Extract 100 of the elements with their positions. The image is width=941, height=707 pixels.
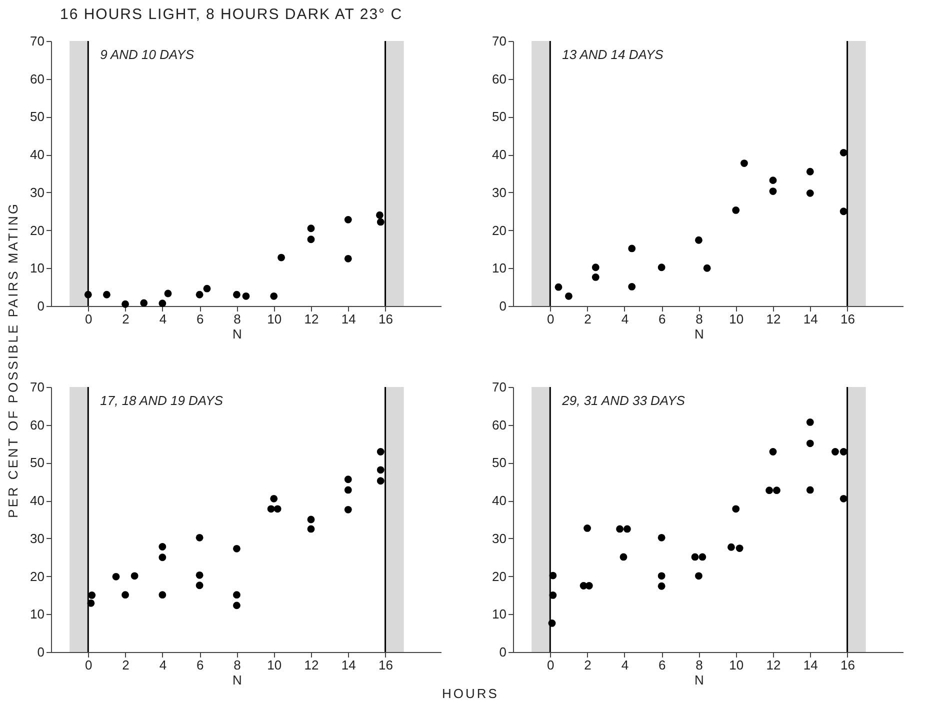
x-tick-label: 16 bbox=[840, 312, 856, 326]
point bbox=[376, 211, 384, 219]
point bbox=[691, 553, 699, 561]
point bbox=[233, 544, 240, 552]
x-tick-label: 14 bbox=[341, 312, 356, 326]
x-tick-label: 6 bbox=[658, 658, 666, 672]
point bbox=[658, 582, 666, 590]
point bbox=[376, 218, 384, 226]
point bbox=[695, 572, 702, 580]
point bbox=[112, 572, 120, 580]
text: HOURS bbox=[441, 686, 500, 701]
y-tick-label: 60 bbox=[30, 417, 44, 432]
x-tick-label: 2 bbox=[584, 658, 592, 672]
point bbox=[103, 290, 110, 298]
point bbox=[585, 582, 593, 590]
point bbox=[344, 506, 352, 514]
point bbox=[164, 290, 172, 298]
point bbox=[658, 264, 666, 272]
point bbox=[130, 572, 138, 580]
x-tick-label: 16 bbox=[378, 312, 394, 326]
point bbox=[196, 534, 204, 542]
point bbox=[840, 208, 848, 216]
point bbox=[565, 292, 572, 300]
point bbox=[233, 602, 240, 610]
point bbox=[549, 592, 557, 599]
x-tick-label: 6 bbox=[196, 312, 204, 326]
point bbox=[278, 254, 285, 262]
x-axis-title: N bbox=[694, 672, 704, 688]
point bbox=[376, 466, 384, 474]
point bbox=[658, 572, 666, 580]
y-tick-label: 40 bbox=[30, 147, 44, 162]
x-tick-label: 16 bbox=[378, 658, 394, 672]
point bbox=[307, 224, 315, 232]
y-tick-label: 50 bbox=[492, 109, 506, 124]
y-tick-label: 0 bbox=[37, 644, 44, 660]
y-tick-label: 0 bbox=[37, 298, 44, 314]
annotation: 9 AND 10 DAYS bbox=[100, 47, 194, 62]
y-tick-label: 20 bbox=[30, 222, 44, 238]
point bbox=[766, 486, 773, 494]
point bbox=[584, 524, 591, 532]
y-tick-label: 70 bbox=[30, 34, 44, 48]
y-tick-label: 20 bbox=[492, 568, 506, 584]
y-tick-label: 10 bbox=[30, 260, 44, 276]
point bbox=[732, 206, 740, 214]
point bbox=[658, 534, 666, 542]
y-tick-label: 20 bbox=[30, 568, 44, 584]
x-tick-label: 6 bbox=[196, 658, 204, 672]
point bbox=[344, 216, 352, 224]
x-tick-label: 8 bbox=[234, 658, 241, 672]
point bbox=[840, 448, 848, 456]
x-axis-title: N bbox=[232, 326, 242, 342]
y-tick-label: 30 bbox=[492, 530, 506, 546]
y-tick-label: 50 bbox=[30, 455, 44, 470]
point bbox=[88, 592, 96, 599]
point bbox=[698, 553, 706, 561]
point bbox=[806, 418, 814, 426]
x-tick-label: 0 bbox=[85, 658, 92, 672]
point bbox=[270, 494, 278, 502]
point bbox=[122, 591, 129, 599]
x-tick-label: 6 bbox=[658, 312, 666, 326]
y-tick-label: 10 bbox=[492, 606, 506, 622]
point bbox=[592, 274, 600, 281]
annotation: 13 AND 14 DAYS bbox=[562, 47, 664, 62]
point bbox=[203, 284, 211, 292]
point bbox=[840, 494, 848, 502]
y-tick-label: 60 bbox=[30, 71, 44, 86]
point bbox=[376, 448, 384, 456]
point bbox=[307, 236, 315, 244]
x-tick-label: 0 bbox=[547, 312, 554, 326]
y-tick-label: 30 bbox=[30, 530, 44, 546]
point bbox=[806, 486, 814, 494]
point bbox=[140, 299, 148, 307]
point bbox=[769, 448, 777, 456]
x-tick-label: 4 bbox=[159, 658, 167, 672]
point bbox=[624, 525, 631, 533]
y-tick-label: 10 bbox=[492, 260, 506, 276]
y-tick-label: 60 bbox=[492, 417, 506, 432]
x-tick-label: 14 bbox=[803, 658, 818, 672]
y-tick-label: 40 bbox=[492, 147, 506, 162]
x-tick-label: 8 bbox=[234, 312, 241, 326]
annotation: 29, 31 AND 33 DAYS bbox=[561, 393, 686, 408]
point bbox=[769, 188, 777, 195]
x-tick-label: 4 bbox=[621, 312, 629, 326]
x-tick-label: 2 bbox=[122, 312, 130, 326]
point bbox=[806, 168, 814, 176]
y-tick-label: 40 bbox=[30, 493, 44, 508]
point bbox=[695, 236, 702, 244]
point bbox=[158, 300, 166, 308]
x-tick-label: 0 bbox=[85, 312, 92, 326]
point bbox=[548, 620, 556, 627]
chart-title: 16 HOURS LIGHT, 8 HOURS DARK AT 23° C bbox=[60, 6, 403, 23]
x-tick-label: 12 bbox=[766, 658, 781, 672]
x-tick-label: 2 bbox=[584, 312, 592, 326]
x-tick-label: 10 bbox=[267, 658, 282, 672]
y-axis-title: PER CENT OF POSSIBLE PAIRS MATING bbox=[6, 202, 20, 518]
point bbox=[628, 282, 636, 290]
x-tick-label: 16 bbox=[840, 658, 856, 672]
point bbox=[344, 254, 352, 262]
y-tick-label: 30 bbox=[30, 184, 44, 200]
x-tick-label: 2 bbox=[122, 658, 130, 672]
